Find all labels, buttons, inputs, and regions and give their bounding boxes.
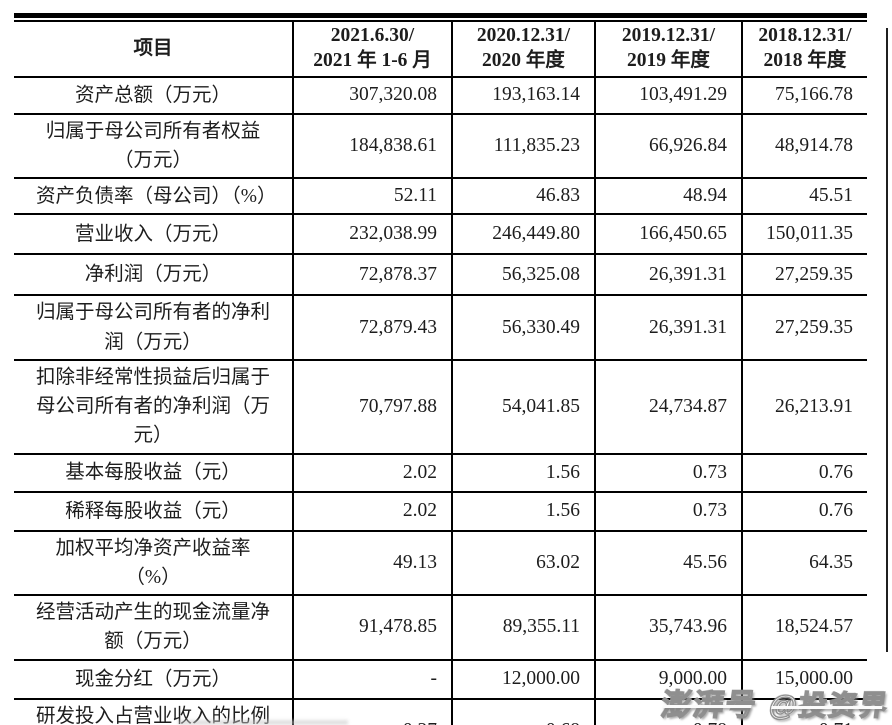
table-row: 资产负债率（母公司）（%） 52.11 46.83 48.94 45.51 [14, 178, 867, 216]
table-row: 归属于母公司所有者的净利润（万元） 72,879.43 56,330.49 26,39… [14, 295, 867, 361]
row-label: 稀释每股收益（元） [14, 491, 293, 532]
value-cell: 63.02 [451, 530, 595, 597]
row-label: 基本每股收益（元） [14, 453, 293, 493]
cropped-text-remnant [178, 720, 348, 725]
value-cell: 48.94 [594, 178, 742, 216]
column-header-period-2: 2020.12.31/2020 年度 [451, 22, 595, 78]
row-label: 净利润（万元） [14, 254, 293, 297]
row-label: 营业收入（万元） [14, 214, 293, 256]
table-row: 扣除非经常性损益后归属于母公司所有者的净利润（万元） 70,797.88 54,04… [14, 359, 867, 455]
table-row: 经营活动产生的现金流量净额（万元） 91,478.85 89,355.11 35,74… [14, 595, 867, 661]
value-cell: 56,325.08 [451, 254, 595, 297]
value-cell: 1.56 [451, 491, 595, 532]
value-cell: 246,449.80 [451, 214, 595, 256]
value-cell: 103,491.29 [594, 76, 742, 115]
value-cell: 45.56 [594, 530, 742, 597]
value-cell: 150,011.35 [741, 214, 867, 256]
value-cell: 9,000.00 [594, 659, 742, 700]
row-label: 归属于母公司所有者的净利润（万元） [14, 295, 293, 361]
value-cell: 2.02 [292, 453, 452, 493]
value-cell: 66,926.84 [594, 113, 742, 180]
table-row: 研发投入占营业收入的比例（%）0.270.680.780.71 [14, 698, 867, 725]
value-cell: 12,000.00 [451, 659, 595, 700]
period-span-line: 2021 年 1-6 月 [313, 49, 432, 71]
table-row: 净利润（万元） 72,878.37 56,325.08 26,391.31 27,259… [14, 254, 867, 297]
table-row: 现金分红（万元） -12,000.00 9,000.00 15,000.00 [14, 659, 867, 700]
table-top-double-rule [14, 13, 867, 22]
value-cell: 27,259.35 [741, 295, 867, 361]
value-cell: 54,041.85 [451, 359, 595, 455]
value-cell: 89,355.11 [451, 595, 595, 661]
table-row: 营业收入（万元） 232,038.99 246,449.80 166,450.65 15… [14, 214, 867, 256]
value-cell: 0.27 [292, 698, 452, 725]
column-header-period-1: 2021.6.30/2021 年 1-6 月 [292, 22, 452, 78]
value-cell: 26,391.31 [594, 254, 742, 297]
value-cell: 72,879.43 [292, 295, 452, 361]
period-date-line: 2020.12.31/ [476, 25, 571, 46]
period-date-line: 2018.12.31/ [758, 25, 852, 46]
column-header-period-4: 2018.12.31/2018 年度 [741, 22, 867, 78]
value-cell: 0.76 [741, 491, 867, 532]
table-row: 资产总额（万元） 307,320.08 193,163.14 103,491.29 75… [14, 76, 867, 115]
value-cell: 307,320.08 [292, 76, 452, 115]
column-header-period-3: 2019.12.31/2019 年度 [594, 22, 742, 78]
value-cell: 0.78 [594, 698, 742, 725]
table-row: 稀释每股收益（元） 2.02 1.56 0.73 0.76 [14, 491, 867, 532]
value-cell: 35,743.96 [594, 595, 742, 661]
value-cell: 184,838.61 [292, 113, 452, 180]
column-header-item: 项目 [14, 22, 293, 78]
table-row: 归属于母公司所有者权益（万元） 184,838.61 111,835.23 66,92… [14, 113, 867, 180]
value-cell: 18,524.57 [741, 595, 867, 661]
value-cell: 0.73 [594, 491, 742, 532]
value-cell: 232,038.99 [292, 214, 452, 256]
value-cell: 0.73 [594, 453, 742, 493]
table-header-row: 项目 2021.6.30/2021 年 1-6 月 2020.12.31/2020 … [14, 22, 867, 78]
value-cell: 49.13 [292, 530, 452, 597]
value-cell: 52.11 [292, 178, 452, 216]
value-cell: 0.71 [741, 698, 867, 725]
row-label: 资产负债率（母公司）（%） [14, 178, 293, 216]
row-label: 经营活动产生的现金流量净额（万元） [14, 595, 293, 661]
value-cell: 15,000.00 [741, 659, 867, 700]
value-cell: 193,163.14 [451, 76, 595, 115]
value-cell: 1.56 [451, 453, 595, 493]
value-cell: - [292, 659, 452, 700]
period-span-line: 2019 年度 [627, 49, 710, 71]
value-cell: 70,797.88 [292, 359, 452, 455]
value-cell: 48,914.78 [741, 113, 867, 180]
period-date-line: 2019.12.31/ [621, 25, 716, 46]
financial-table: 项目 2021.6.30/2021 年 1-6 月 2020.12.31/2020 … [14, 22, 867, 725]
row-label: 归属于母公司所有者权益（万元） [14, 113, 293, 180]
value-cell: 0.76 [741, 453, 867, 493]
row-label: 加权平均净资产收益率（%） [14, 530, 293, 597]
table-row: 基本每股收益（元） 2.02 1.56 0.73 0.76 [14, 453, 867, 493]
row-label: 资产总额（万元） [14, 76, 293, 115]
period-span-line: 2018 年度 [763, 49, 847, 71]
value-cell: 166,450.65 [594, 214, 742, 256]
page-right-edge-rule [886, 28, 888, 652]
value-cell: 2.02 [292, 491, 452, 532]
value-cell: 111,835.23 [451, 113, 595, 180]
value-cell: 46.83 [451, 178, 595, 216]
financial-indicators-table: 项目 2021.6.30/2021 年 1-6 月 2020.12.31/2020 … [14, 13, 867, 725]
row-label: 现金分红（万元） [14, 659, 293, 700]
value-cell: 64.35 [741, 530, 867, 597]
value-cell: 26,213.91 [741, 359, 867, 455]
value-cell: 26,391.31 [594, 295, 742, 361]
value-cell: 56,330.49 [451, 295, 595, 361]
value-cell: 72,878.37 [292, 254, 452, 297]
period-date-line: 2021.6.30/ [330, 25, 415, 46]
value-cell: 0.68 [451, 698, 595, 725]
value-cell: 24,734.87 [594, 359, 742, 455]
period-span-line: 2020 年度 [482, 49, 565, 71]
row-label: 扣除非经常性损益后归属于母公司所有者的净利润（万元） [14, 359, 293, 455]
value-cell: 27,259.35 [741, 254, 867, 297]
table-row: 加权平均净资产收益率（%） 49.13 63.02 45.56 64.35 [14, 530, 867, 597]
value-cell: 75,166.78 [741, 76, 867, 115]
value-cell: 91,478.85 [292, 595, 452, 661]
value-cell: 45.51 [741, 178, 867, 216]
